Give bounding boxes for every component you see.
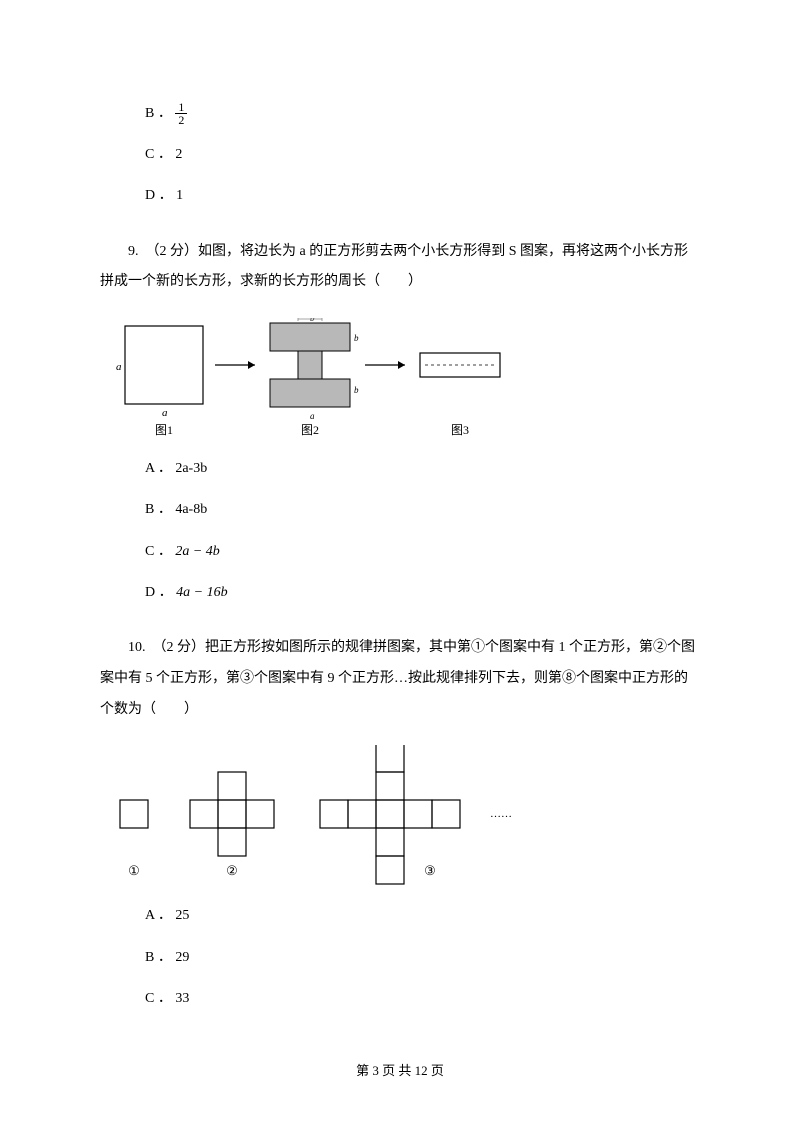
svg-text:图3: 图3 [451,423,469,437]
svg-text:b: b [354,385,359,395]
svg-text:①: ① [128,863,140,878]
q9-option-c: C ． 2a − 4b [145,539,700,564]
q9-option-d: D ． 4a − 16b [145,580,700,605]
q10-option-c: C ． 33 [145,986,700,1011]
option-label: B ． [145,106,172,121]
q10-figure: …… ① ② ③ [110,745,700,885]
q9-figure: a a 图1 b b b a 图2 图3 [110,318,700,438]
q9-option-a: A ． 2a-3b [145,456,700,481]
page-footer: 第 3 页 共 12 页 [0,1059,800,1082]
svg-text:图2: 图2 [301,423,319,437]
q8-option-b: B ． 1 2 [145,101,700,126]
option-label: D ． [145,585,173,600]
q9-text: 9. （2 分）如图，将边长为 a 的正方形剪去两个小长方形得到 S 图案，再将… [100,237,700,299]
q9-svg: a a 图1 b b b a 图2 图3 [110,318,550,438]
svg-text:a: a [310,411,315,421]
svg-text:……: …… [490,808,512,820]
svg-text:图1: 图1 [155,423,173,437]
q10-svg: …… ① ② ③ [110,745,570,885]
q9-option-b: B ． 4a-8b [145,497,700,522]
svg-text:②: ② [226,863,238,878]
fraction-one-half: 1 2 [175,101,187,126]
svg-text:③: ③ [424,863,436,878]
q8-option-c: C ． 2 [145,142,700,167]
svg-text:a: a [116,361,122,373]
option-label: C ． [145,544,172,559]
svg-text:b: b [354,333,359,343]
q8-option-d: D ． 1 [145,183,700,208]
q10-text: 10. （2 分）把正方形按如图所示的规律拼图案，其中第①个图案中有 1 个正方… [100,633,700,725]
q10-option-a: A ． 25 [145,903,700,928]
math-text: 2a − 4b [175,544,219,559]
svg-text:a: a [162,407,168,419]
math-text: 4a − 16b [176,585,227,600]
q10-option-b: B ． 29 [145,945,700,970]
